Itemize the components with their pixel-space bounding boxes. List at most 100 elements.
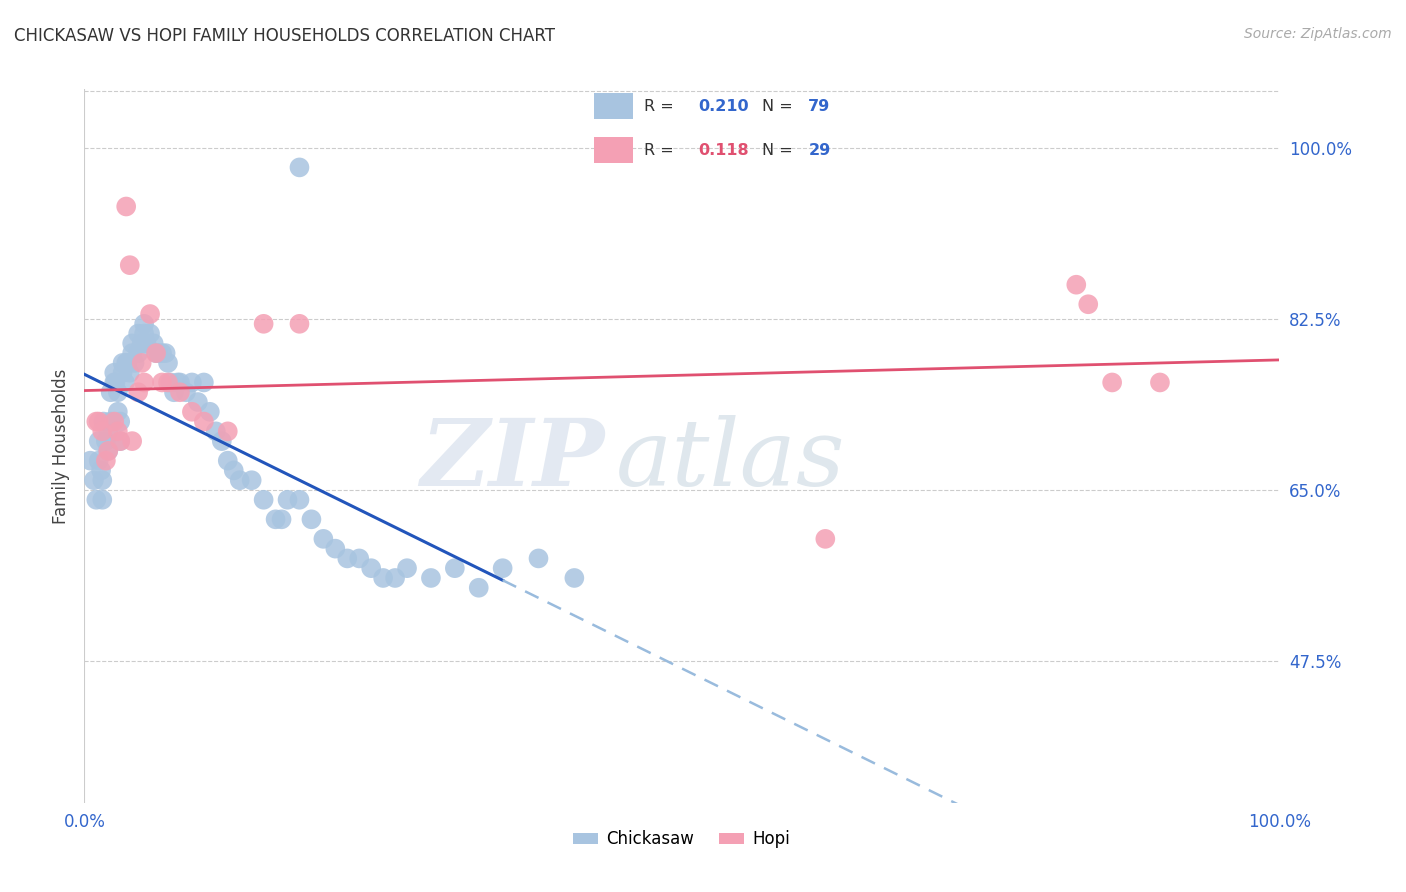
Point	[157, 356, 180, 370]
Point	[145, 346, 167, 360]
Point	[139, 307, 162, 321]
Point	[114, 376, 136, 390]
Point	[211, 434, 233, 449]
Point	[142, 336, 165, 351]
Text: R =: R =	[644, 143, 679, 158]
Point	[91, 425, 114, 439]
Point	[217, 453, 239, 467]
Point	[301, 512, 323, 526]
Text: atlas: atlas	[616, 416, 845, 505]
Point	[492, 561, 515, 575]
Point	[107, 385, 129, 400]
Text: CHICKASAW VS HOPI FAMILY HOUSEHOLDS CORRELATION CHART: CHICKASAW VS HOPI FAMILY HOUSEHOLDS CORR…	[14, 27, 555, 45]
Point	[115, 200, 138, 214]
Point	[97, 443, 120, 458]
Point	[83, 473, 105, 487]
Point	[373, 571, 395, 585]
Point	[118, 366, 141, 380]
Point	[150, 376, 173, 390]
Point	[325, 541, 347, 556]
Text: 0.210: 0.210	[699, 99, 749, 113]
Point	[169, 376, 191, 390]
Point	[93, 415, 115, 429]
Point	[86, 415, 108, 429]
Point	[100, 385, 122, 400]
Point	[100, 415, 122, 429]
Point	[564, 571, 586, 585]
Point	[110, 434, 132, 449]
Point	[145, 346, 167, 360]
Y-axis label: Family Households: Family Households	[52, 368, 70, 524]
Point	[169, 385, 191, 400]
Point	[253, 492, 276, 507]
Point	[240, 473, 263, 487]
Point	[150, 346, 173, 360]
Point	[139, 326, 162, 341]
Point	[115, 356, 138, 370]
Point	[349, 551, 371, 566]
Point	[312, 532, 335, 546]
Point	[288, 492, 311, 507]
Point	[121, 336, 143, 351]
Point	[127, 385, 149, 400]
Point	[86, 492, 108, 507]
Point	[132, 326, 156, 341]
Point	[90, 463, 112, 477]
Point	[107, 405, 129, 419]
Point	[396, 561, 419, 575]
Point	[157, 376, 180, 390]
Point	[117, 356, 139, 370]
Text: Source: ZipAtlas.com: Source: ZipAtlas.com	[1244, 27, 1392, 41]
Point	[87, 434, 110, 449]
Point	[155, 346, 177, 360]
Point	[124, 356, 146, 370]
Point	[277, 492, 299, 507]
Point	[198, 405, 221, 419]
Point	[94, 434, 117, 449]
Text: N =: N =	[762, 143, 797, 158]
Point	[336, 551, 359, 566]
Point	[1149, 376, 1171, 390]
Point	[87, 415, 110, 429]
Point	[103, 366, 125, 380]
Point	[468, 581, 491, 595]
Point	[384, 571, 406, 585]
FancyBboxPatch shape	[595, 137, 633, 163]
Point	[193, 415, 215, 429]
Point	[420, 571, 443, 585]
Point	[121, 346, 143, 360]
Point	[159, 376, 181, 390]
Point	[527, 551, 550, 566]
Point	[1101, 376, 1123, 390]
Point	[132, 317, 156, 331]
Point	[111, 356, 134, 370]
FancyBboxPatch shape	[595, 94, 633, 119]
Point	[131, 356, 153, 370]
Point	[253, 317, 276, 331]
Point	[121, 434, 143, 449]
Point	[110, 434, 132, 449]
Point	[205, 425, 228, 439]
Point	[94, 453, 117, 467]
Point	[148, 346, 170, 360]
Point	[222, 463, 245, 477]
Text: R =: R =	[644, 99, 679, 113]
Point	[111, 366, 134, 380]
Point	[1066, 277, 1088, 292]
Point	[187, 395, 209, 409]
Point	[118, 258, 141, 272]
Point	[163, 385, 186, 400]
Point	[79, 453, 101, 467]
Point	[107, 425, 129, 439]
Point	[91, 492, 114, 507]
Point	[97, 425, 120, 439]
Point	[264, 512, 287, 526]
Point	[181, 376, 204, 390]
Text: 0.118: 0.118	[699, 143, 749, 158]
Point	[97, 443, 120, 458]
Point	[288, 161, 311, 175]
Point	[110, 415, 132, 429]
Point	[127, 346, 149, 360]
Point	[132, 376, 156, 390]
Point	[217, 425, 239, 439]
